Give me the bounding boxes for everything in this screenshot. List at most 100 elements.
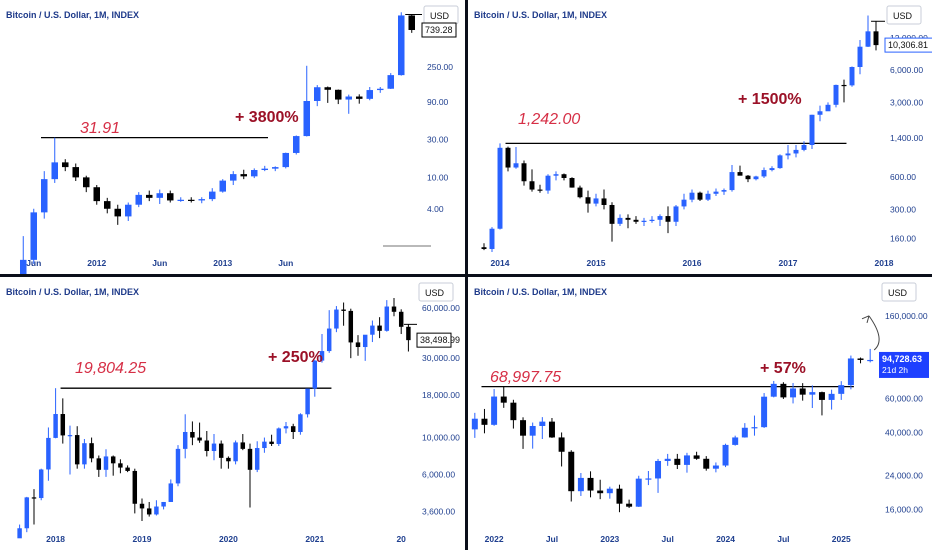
candle-body [809, 114, 815, 146]
candle-body [348, 310, 354, 343]
currency-button[interactable] [886, 5, 922, 25]
candle [847, 355, 854, 390]
candle-body [497, 147, 503, 229]
candle-body [72, 167, 80, 178]
candle-body [30, 212, 38, 260]
candle [218, 440, 224, 469]
candle-body [326, 328, 332, 352]
x-tick-label: 2019 [133, 534, 152, 544]
candle-body [777, 155, 783, 169]
candle-body [817, 111, 823, 115]
percent-gain-annotation: + 250% [268, 349, 323, 366]
candle-body [334, 89, 342, 100]
candle [689, 189, 695, 203]
candle-body [753, 176, 759, 180]
x-tick-label: Jun [152, 258, 167, 268]
candle [828, 389, 835, 410]
candle-body [154, 506, 159, 515]
candle [334, 89, 342, 105]
x-tick-label: 2017 [779, 258, 798, 268]
candle [510, 399, 517, 429]
candle-body [38, 469, 44, 499]
candle [345, 94, 353, 114]
candle-body [790, 388, 797, 398]
candle [282, 152, 290, 169]
candle-body [705, 193, 711, 200]
x-tick-label: 2014 [491, 258, 510, 268]
candle [124, 202, 132, 221]
candle [74, 426, 80, 469]
candle [693, 451, 700, 460]
candle [175, 445, 181, 487]
candle [31, 489, 37, 525]
candle [298, 413, 303, 435]
x-tick-label: 2020 [219, 534, 238, 544]
resistance-level-annotation: 31.91 [80, 120, 120, 137]
candle [312, 359, 318, 397]
y-tick-label: 1,400.00 [890, 133, 923, 143]
candle [481, 243, 487, 251]
candle-body [761, 396, 768, 428]
percent-gain-annotation: + 3800% [235, 109, 299, 126]
candle-body [40, 179, 48, 213]
candle-body [114, 208, 122, 217]
candle [577, 473, 584, 496]
candle [240, 434, 246, 451]
candle-body [520, 420, 527, 436]
y-tick-label: 30,000.00 [422, 353, 460, 363]
candle [769, 166, 775, 172]
candle-body [770, 383, 777, 397]
candle-body [292, 136, 300, 153]
candle [60, 398, 66, 444]
candle [53, 388, 58, 439]
candle-body [828, 393, 835, 400]
candle-body [510, 402, 517, 421]
x-tick-label: 20 [396, 534, 406, 544]
candle [597, 479, 604, 500]
candle-body [240, 442, 246, 449]
candle-body [873, 31, 879, 46]
y-tick-label: 600.00 [890, 172, 916, 182]
candle [250, 168, 258, 179]
candle-body [626, 503, 633, 507]
candle [72, 163, 80, 181]
candle [198, 197, 206, 204]
candle-body [397, 15, 405, 76]
candlestick-chart: Bitcoin / U.S. Dollar, 1M, INDEX USD 250.0… [6, 5, 459, 274]
candle [545, 174, 551, 194]
candle [770, 380, 777, 398]
y-tick-label: 10,000.00 [422, 433, 460, 443]
candle-body [785, 153, 791, 156]
candle-body [161, 501, 166, 507]
candle [384, 300, 390, 332]
candle [568, 450, 575, 502]
chart-title: Bitcoin / U.S. Dollar, 1M, INDEX [474, 10, 607, 20]
candle-body [31, 497, 37, 499]
currency-button[interactable] [418, 282, 454, 302]
candle-body [139, 503, 145, 509]
last-price-box [421, 22, 457, 38]
candle-body [262, 441, 267, 449]
candlestick-chart: Bitcoin / U.S. Dollar, 1M, INDEX USD 60,00… [6, 282, 460, 544]
currency-button[interactable] [881, 282, 917, 302]
candle-body [51, 162, 59, 180]
percent-gain-annotation: + 1500% [738, 91, 802, 108]
candle [324, 86, 332, 103]
x-tick-label: 2023 [600, 534, 619, 544]
candle-body [849, 66, 855, 86]
candle [664, 453, 671, 466]
candle [635, 475, 642, 507]
candle [156, 189, 164, 204]
candle-body [387, 75, 395, 89]
resistance-level-annotation: 68,997.75 [490, 369, 561, 386]
candle-body [198, 199, 206, 201]
candle-body [67, 435, 73, 437]
candle [341, 302, 346, 326]
candle [481, 408, 488, 434]
candle [276, 427, 282, 446]
candle-body [833, 84, 839, 105]
candle [366, 86, 374, 101]
candle-body [545, 175, 551, 191]
chart-panel-top-right: Bitcoin / U.S. Dollar, 1M, INDEXUSD12,00… [468, 0, 932, 274]
candle [17, 524, 22, 539]
